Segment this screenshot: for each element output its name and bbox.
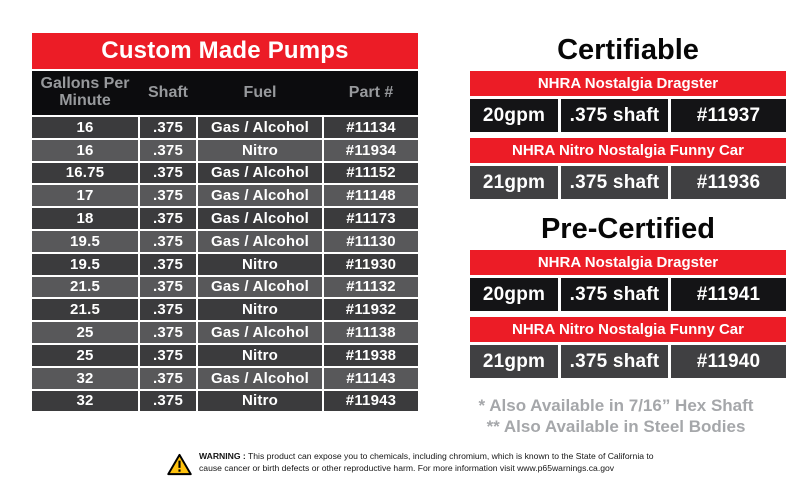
pump-cell-gpm: 16 [32,139,138,161]
column-header-shaft: Shaft [148,83,188,101]
card-gpm: 20gpm [470,99,558,132]
pump-cell-part: #11152 [324,162,418,184]
pump-cell-fuel: Gas / Alcohol [198,185,322,207]
card-spec-row: 21gpm .375 shaft #11940 [470,345,786,378]
warning-label: WARNING : [199,451,246,461]
pump-cell-fuel: Nitro [198,390,322,412]
certification-panel: Certifiable NHRA Nostalgia Dragster 20gp… [470,34,786,437]
column-header-fuel: Fuel [243,83,277,101]
pump-cell-part: #11938 [324,344,418,366]
card-spec-row: 20gpm .375 shaft #11941 [470,278,786,311]
card-shaft: .375 shaft [561,166,668,199]
pump-cell-shaft: .375 [140,299,196,321]
cert-card-dragster: NHRA Nostalgia Dragster 20gpm .375 shaft… [470,71,786,132]
column-header-part: Part # [348,83,394,101]
pump-cell-gpm: 32 [32,367,138,389]
pump-table-body: 16.375 Gas / Alcohol #11134 16.375 Nitro #119… [32,117,418,412]
pump-table-header: Gallons Per Minute Shaft Fuel Part # [32,71,418,115]
pump-cell-shaft: .375 [140,322,196,343]
pump-cell-part: #11132 [324,276,418,298]
pump-cell-gpm: 25 [32,344,138,366]
card-title-banner: NHRA Nitro Nostalgia Funny Car [470,138,786,163]
pump-cell-shaft: .375 [140,230,196,252]
card-gpm: 21gpm [470,345,558,378]
pump-cell-part: #11134 [324,117,418,138]
card-gpm: 21gpm [470,166,558,199]
pump-cell-fuel: Gas / Alcohol [198,208,322,229]
pump-cell-shaft: .375 [140,185,196,207]
pump-cell-part: #11143 [324,367,418,389]
column-header-gpm: Gallons Per Minute [40,75,130,109]
pump-cell-shaft: .375 [140,117,196,138]
card-part: #11937 [671,99,786,132]
pump-cell-part: #11932 [324,299,418,321]
pump-cell-shaft: .375 [140,367,196,389]
pump-cell-fuel: Gas / Alcohol [198,367,322,389]
pump-cell-part: #11138 [324,322,418,343]
card-part: #11941 [671,278,786,311]
prop65-warning: WARNING : This product can expose you to… [167,451,654,476]
card-part: #11940 [671,345,786,378]
pump-cell-shaft: .375 [140,139,196,161]
card-shaft: .375 shaft [561,278,668,311]
pump-cell-part: #11930 [324,253,418,275]
card-spec-row: 21gpm .375 shaft #11936 [470,166,786,199]
pump-cell-shaft: .375 [140,208,196,229]
footnote-hex-shaft: * Also Available in 7/16” Hex Shaft [478,396,754,415]
pump-cell-part: #11173 [324,208,418,229]
pump-cell-fuel: Nitro [198,139,322,161]
pump-cell-shaft: .375 [140,253,196,275]
pump-cell-part: #11943 [324,390,418,412]
pump-cell-gpm: 16 [32,117,138,138]
footnote-steel-body: ** Also Available in Steel Bodies [486,417,746,436]
pre-certified-title: Pre-Certified [540,213,716,245]
pump-cell-part: #11130 [324,230,418,252]
pump-cell-shaft: .375 [140,276,196,298]
pumps-title-banner: Custom Made Pumps [32,33,418,69]
card-shaft: .375 shaft [561,345,668,378]
pump-cell-gpm: 32 [32,390,138,412]
pump-cell-shaft: .375 [140,344,196,366]
card-spec-row: 20gpm .375 shaft #11937 [470,99,786,132]
warning-line1: This product can expose you to chemicals… [248,451,654,461]
pump-cell-gpm: 19.5 [32,230,138,252]
pump-cell-shaft: .375 [140,162,196,184]
warning-text: WARNING : This product can expose you to… [199,451,654,474]
cert-card-funny-car: NHRA Nitro Nostalgia Funny Car 21gpm .37… [470,138,786,199]
pump-cell-gpm: 25 [32,322,138,343]
card-title-banner: NHRA Nostalgia Dragster [470,250,786,275]
pump-cell-part: #11934 [324,139,418,161]
footnotes: * Also Available in 7/16” Hex Shaft ** A… [458,395,774,437]
custom-pumps-panel: Custom Made Pumps Gallons Per Minute Sha… [32,33,418,412]
card-title-banner: NHRA Nostalgia Dragster [470,71,786,96]
precert-card-dragster: NHRA Nostalgia Dragster 20gpm .375 shaft… [470,250,786,311]
pump-cell-gpm: 19.5 [32,253,138,275]
card-gpm: 20gpm [470,278,558,311]
precert-card-funny-car: NHRA Nitro Nostalgia Funny Car 21gpm .37… [470,317,786,378]
pump-cell-shaft: .375 [140,390,196,412]
pump-cell-part: #11148 [324,185,418,207]
pump-cell-gpm: 21.5 [32,299,138,321]
warning-line2: cause cancer or birth defects or other r… [199,462,615,473]
card-title-banner: NHRA Nitro Nostalgia Funny Car [470,317,786,342]
card-part: #11936 [671,166,786,199]
pump-cell-gpm: 18 [32,208,138,229]
warning-triangle-icon [167,451,192,476]
pump-cell-gpm: 17 [32,185,138,207]
certifiable-title: Certifiable [557,34,699,66]
pump-cell-fuel: Gas / Alcohol [198,322,322,343]
pump-cell-fuel: Gas / Alcohol [198,117,322,138]
pump-cell-gpm: 16.75 [32,162,138,184]
card-shaft: .375 shaft [561,99,668,132]
pump-cell-fuel: Gas / Alcohol [198,276,322,298]
pump-cell-fuel: Nitro [198,253,322,275]
pump-cell-fuel: Nitro [198,344,322,366]
pump-cell-fuel: Nitro [198,299,322,321]
pump-cell-fuel: Gas / Alcohol [198,162,322,184]
pump-cell-fuel: Gas / Alcohol [198,230,322,252]
pump-cell-gpm: 21.5 [32,276,138,298]
